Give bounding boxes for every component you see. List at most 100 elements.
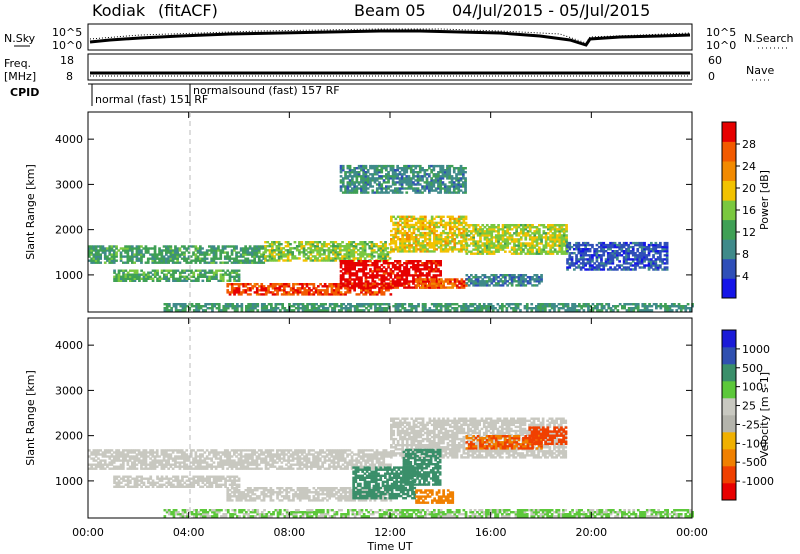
power-cell xyxy=(437,221,441,225)
power-cell xyxy=(448,169,452,172)
power-cell xyxy=(380,303,384,306)
power-cell xyxy=(483,274,487,277)
power-cell xyxy=(670,305,674,308)
power-cell xyxy=(238,305,241,308)
power-cell xyxy=(135,247,139,250)
power-cell xyxy=(636,260,640,263)
power-cell xyxy=(665,258,669,261)
power-cell xyxy=(355,179,359,182)
power-cell xyxy=(455,303,459,306)
power-cell xyxy=(501,232,505,235)
power-cell xyxy=(526,244,530,247)
power-cell xyxy=(290,309,293,312)
power-cell xyxy=(233,293,236,296)
power-cell xyxy=(323,283,327,286)
power-cell xyxy=(112,257,116,260)
power-cell xyxy=(341,282,345,285)
power-cell xyxy=(153,255,157,258)
power-cell xyxy=(167,249,170,252)
power-cell xyxy=(385,177,388,180)
power-cell xyxy=(474,224,478,227)
power-cell xyxy=(304,243,308,246)
power-cell xyxy=(267,303,271,306)
power-cell xyxy=(362,268,365,271)
power-cell xyxy=(117,279,121,282)
power-cell xyxy=(442,250,445,253)
power-cell xyxy=(364,276,368,279)
power-cell xyxy=(199,251,202,254)
power-cell xyxy=(305,283,309,286)
power-cell xyxy=(407,260,411,263)
power-cell xyxy=(470,252,473,255)
power-cell xyxy=(255,289,259,292)
nsearch-label: N.Search xyxy=(744,32,794,45)
power-cell xyxy=(233,257,236,260)
power-cell xyxy=(488,278,491,281)
power-cell xyxy=(656,250,660,253)
power-cell xyxy=(409,181,413,184)
power-cell xyxy=(665,260,669,263)
power-cell xyxy=(391,167,395,170)
power-cell xyxy=(433,240,436,243)
power-cell xyxy=(332,291,336,294)
power-cell xyxy=(353,173,356,176)
vel-cell xyxy=(124,449,127,452)
power-cell xyxy=(251,261,254,264)
power-cell xyxy=(378,266,381,269)
power-cell xyxy=(465,252,469,255)
power-cell xyxy=(215,269,218,272)
power-cell xyxy=(394,183,397,186)
power-cell xyxy=(264,257,267,260)
power-cell xyxy=(233,249,236,252)
power-cell xyxy=(504,242,507,245)
power-cell xyxy=(673,305,676,308)
power-cell xyxy=(560,230,564,233)
power-cell xyxy=(410,305,414,308)
power-cell xyxy=(535,232,539,235)
power-cell xyxy=(663,262,667,265)
power-cell xyxy=(622,258,626,261)
power-cell xyxy=(562,252,566,255)
power-cell xyxy=(525,307,529,310)
power-cell xyxy=(434,187,438,190)
power-cell xyxy=(396,187,399,190)
power-cell xyxy=(153,257,157,260)
power-cell xyxy=(459,177,463,180)
power-cell xyxy=(501,230,505,233)
power-cell xyxy=(535,274,539,277)
power-cell xyxy=(278,285,282,288)
power-cell xyxy=(562,305,565,308)
power-cell xyxy=(297,307,300,310)
power-cell xyxy=(405,223,409,227)
power-cell xyxy=(356,303,359,306)
power-cell xyxy=(348,264,352,267)
power-cell xyxy=(346,289,350,292)
power-cell xyxy=(344,171,347,174)
power-cell xyxy=(504,240,507,243)
power-cell xyxy=(396,250,400,253)
power-cell xyxy=(490,274,494,277)
power-cell xyxy=(251,287,254,290)
power-cell xyxy=(344,191,347,194)
power-cell xyxy=(414,187,418,190)
power-cell xyxy=(568,254,572,257)
power-cell xyxy=(462,280,466,283)
power-cell xyxy=(275,241,279,244)
power-cell xyxy=(414,175,418,178)
power-cell xyxy=(494,244,498,247)
power-cell xyxy=(189,245,193,248)
power-cell xyxy=(398,167,402,170)
power-cell xyxy=(378,171,381,174)
power-cell xyxy=(115,279,119,282)
power-cell xyxy=(453,309,457,312)
power-cell xyxy=(452,183,456,186)
power-cell xyxy=(350,245,353,248)
power-cell xyxy=(506,232,509,235)
power-cell xyxy=(348,245,351,248)
power-cell xyxy=(621,307,624,310)
power-cell xyxy=(373,167,377,170)
power-cell xyxy=(462,229,466,233)
power-cell xyxy=(433,309,436,312)
power-cell xyxy=(272,309,275,312)
power-cell xyxy=(353,284,356,287)
